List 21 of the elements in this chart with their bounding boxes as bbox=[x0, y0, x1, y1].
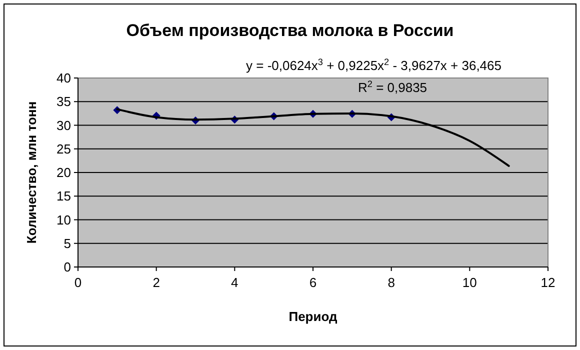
chart-title: Объем производства молока в России bbox=[126, 21, 454, 40]
x-tick-label: 0 bbox=[74, 275, 82, 290]
x-tick-label: 6 bbox=[309, 275, 317, 290]
x-tick-label: 4 bbox=[231, 275, 238, 290]
y-tick-label: 40 bbox=[56, 70, 71, 86]
annotation: R$^{2}$ = 0,9835 bbox=[358, 79, 428, 95]
x-tick-label: 8 bbox=[388, 275, 395, 290]
y-tick-label: 35 bbox=[56, 94, 71, 110]
y-axis-title: Количество, млн тонн bbox=[24, 101, 39, 244]
y-tick-label: 15 bbox=[56, 188, 71, 204]
y-tick-label: 30 bbox=[56, 118, 71, 133]
x-tick-label: 2 bbox=[152, 275, 160, 290]
x-tick-label: 12 bbox=[540, 275, 556, 290]
x-axis-title: Период bbox=[288, 309, 338, 324]
text: y = -0,0624x$^{3}$ + 0,9225x$^{2}$ - 3,9627x + 36,465 bbox=[246, 57, 502, 73]
y-tick-label: 20 bbox=[56, 165, 71, 180]
y-tick-label: 25 bbox=[56, 141, 71, 156]
y-tick-label: 10 bbox=[56, 212, 71, 228]
y-tick-label: 0 bbox=[64, 260, 71, 275]
y-tick-label: 5 bbox=[64, 236, 71, 251]
x-tick-label: 10 bbox=[462, 275, 477, 290]
